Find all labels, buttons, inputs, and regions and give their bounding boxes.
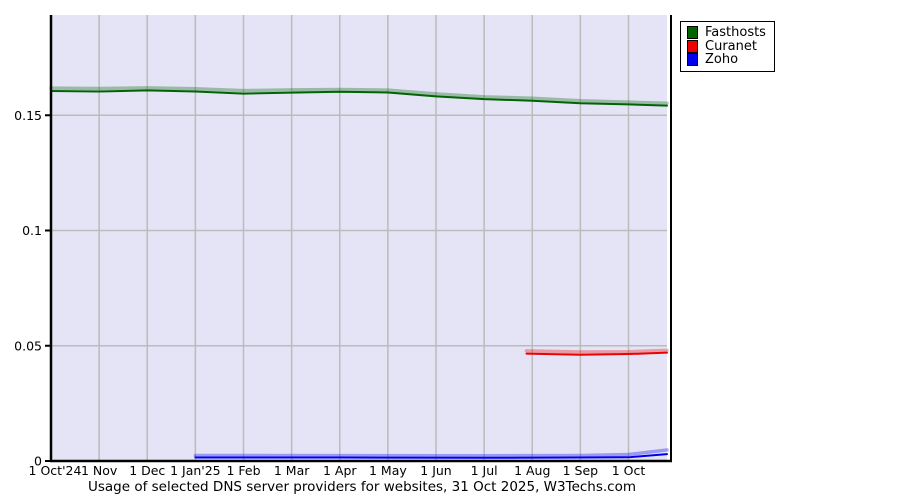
y-tick-label: 0.1 (22, 223, 42, 238)
y-tick-label: 0.15 (14, 108, 42, 123)
x-tick-label: 1 Jan'25 (170, 463, 221, 478)
series-halo-fasthosts (49, 86, 669, 106)
legend-label-fasthosts: Fasthosts (705, 25, 766, 40)
legend-swatch-curanet (687, 39, 698, 53)
x-tick-label: 1 Jul (471, 463, 498, 478)
x-tick-label: 1 Apr (323, 463, 357, 478)
legend-label-curanet: Curanet (705, 38, 757, 54)
x-tick-label: 1 Mar (274, 463, 310, 478)
series-halo-curanet (524, 348, 669, 354)
x-tick-label: 1 Sep (563, 463, 599, 478)
series-line-zoho (194, 453, 668, 459)
series-halo-zoho (193, 448, 669, 458)
legend-item-fasthosts: Fasthosts (687, 26, 766, 40)
legend-item-curanet: Curanet (687, 38, 766, 54)
plot-background (52, 15, 667, 461)
x-tick-label: 1 May (369, 463, 407, 478)
legend: Fasthosts Curanet Zoho (680, 21, 775, 72)
series-line-curanet (525, 351, 668, 356)
x-tick-label: 1 Feb (226, 463, 260, 478)
y-tick-label: 0 (34, 454, 42, 469)
legend-label-zoho: Zoho (705, 52, 739, 67)
y-tick-label: 0.05 (14, 338, 42, 353)
x-tick-label: 1 Oct'24 (29, 463, 82, 478)
series-line-fasthosts (50, 89, 668, 107)
x-tick-label: 1 Aug (514, 463, 550, 478)
x-tick-label: 1 Jun (420, 463, 451, 478)
legend-swatch-fasthosts (687, 26, 698, 40)
x-tick-label: 1 Nov (81, 463, 118, 478)
x-tick-label: 1 Dec (129, 463, 165, 478)
chart-title: Usage of selected DNS server providers f… (87, 479, 637, 495)
legend-swatch-zoho (687, 53, 698, 67)
x-tick-label: 1 Oct (612, 463, 646, 478)
legend-item-zoho: Zoho (687, 53, 766, 67)
